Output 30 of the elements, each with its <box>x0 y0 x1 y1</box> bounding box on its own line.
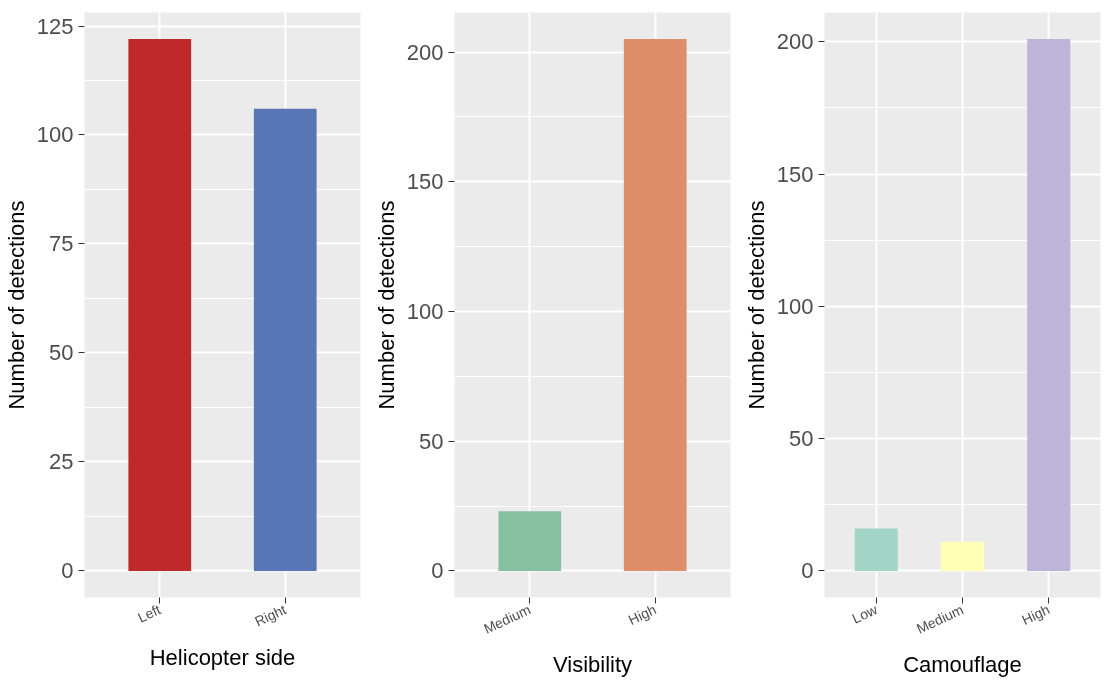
bar <box>940 541 985 571</box>
y-tick-label: 0 <box>61 558 74 584</box>
y-tick-label: 100 <box>406 298 444 324</box>
bar <box>854 528 898 571</box>
y-tick-label: 50 <box>789 426 814 452</box>
y-tick-label: 25 <box>49 449 74 475</box>
y-tick-label: 50 <box>49 340 74 366</box>
x-tick-label: High <box>625 601 659 628</box>
bar <box>1027 39 1071 571</box>
y-axis-title: Number of detections <box>743 200 769 410</box>
y-axis-title: Number of detections <box>3 200 29 410</box>
y-tick-label: 0 <box>801 558 814 584</box>
y-tick-label: 50 <box>419 428 444 454</box>
x-tick-label: Right <box>252 601 289 630</box>
y-tick-label: 75 <box>49 231 74 257</box>
y-tick-label: 150 <box>406 169 444 195</box>
y-tick-label: 200 <box>406 39 444 65</box>
x-tick-label: High <box>1019 601 1053 628</box>
y-tick-label: 0 <box>431 558 444 584</box>
x-axis-title: Camouflage <box>903 652 1022 678</box>
y-axis-title: Number of detections <box>373 200 399 410</box>
x-axis-title: Helicopter side <box>149 644 296 670</box>
y-tick-label: 125 <box>36 13 74 39</box>
y-tick-label: 100 <box>776 293 814 319</box>
x-tick-label: Left <box>135 601 164 626</box>
y-tick-label: 150 <box>776 161 814 187</box>
y-tick-label: 100 <box>36 122 74 148</box>
x-tick-label: Low <box>849 600 881 627</box>
y-tick-label: 200 <box>776 29 814 55</box>
x-axis-title: Visibility <box>552 652 633 678</box>
